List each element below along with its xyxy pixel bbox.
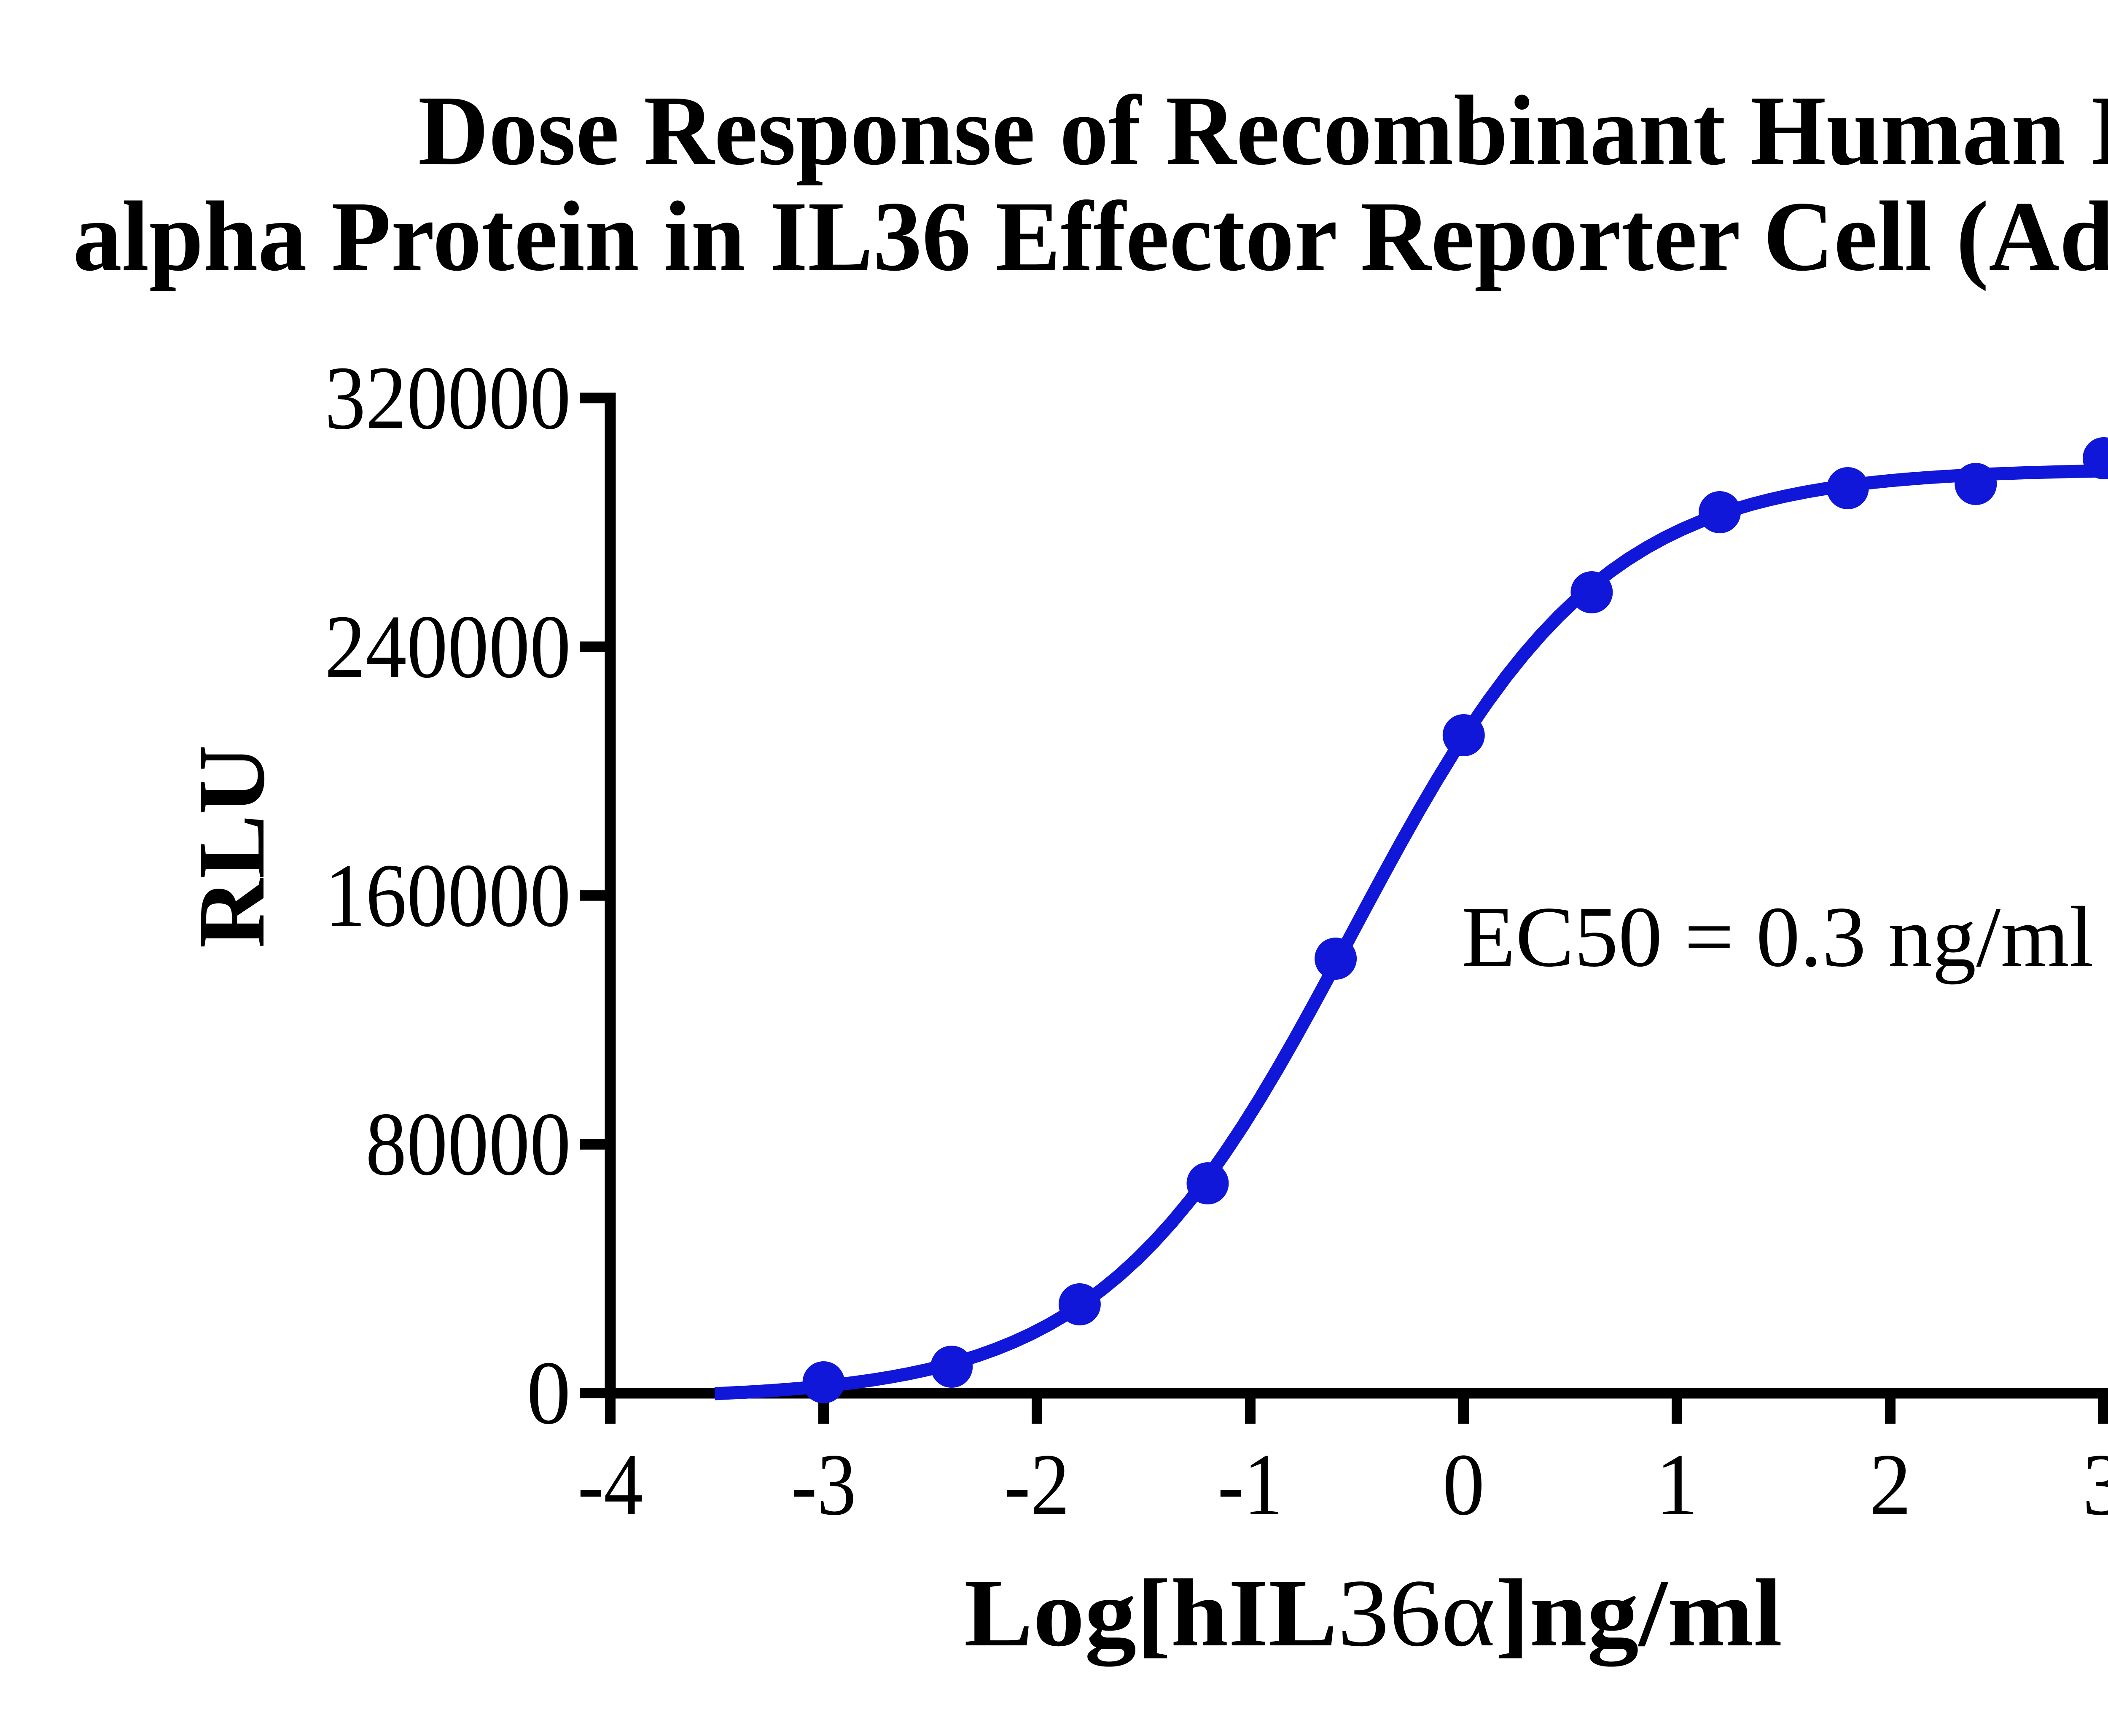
svg-text:RLU: RLU bbox=[179, 745, 284, 948]
svg-text:0: 0 bbox=[527, 1342, 571, 1443]
svg-text:-1: -1 bbox=[1218, 1436, 1283, 1534]
svg-text:1: 1 bbox=[1656, 1436, 1698, 1534]
svg-text:-3: -3 bbox=[791, 1436, 856, 1534]
svg-text:160000: 160000 bbox=[325, 845, 571, 946]
svg-text:-2: -2 bbox=[1004, 1436, 1070, 1534]
svg-text:alpha Protein in IL36 Effector: alpha Protein in IL36 Effector Reporter … bbox=[73, 181, 2108, 292]
svg-text:2: 2 bbox=[1869, 1436, 1912, 1534]
svg-text:240000: 240000 bbox=[325, 596, 571, 697]
svg-text:0: 0 bbox=[1443, 1436, 1485, 1534]
svg-text:EC50 = 0.3 ng/ml: EC50 = 0.3 ng/ml bbox=[1462, 889, 2094, 985]
svg-text:320000: 320000 bbox=[325, 347, 571, 448]
svg-text:3: 3 bbox=[2083, 1436, 2108, 1534]
svg-text:-4: -4 bbox=[578, 1436, 643, 1534]
svg-text:80000: 80000 bbox=[366, 1094, 571, 1194]
svg-text:Dose Response of Recombinant H: Dose Response of Recombinant Human IL36 bbox=[418, 75, 2108, 186]
